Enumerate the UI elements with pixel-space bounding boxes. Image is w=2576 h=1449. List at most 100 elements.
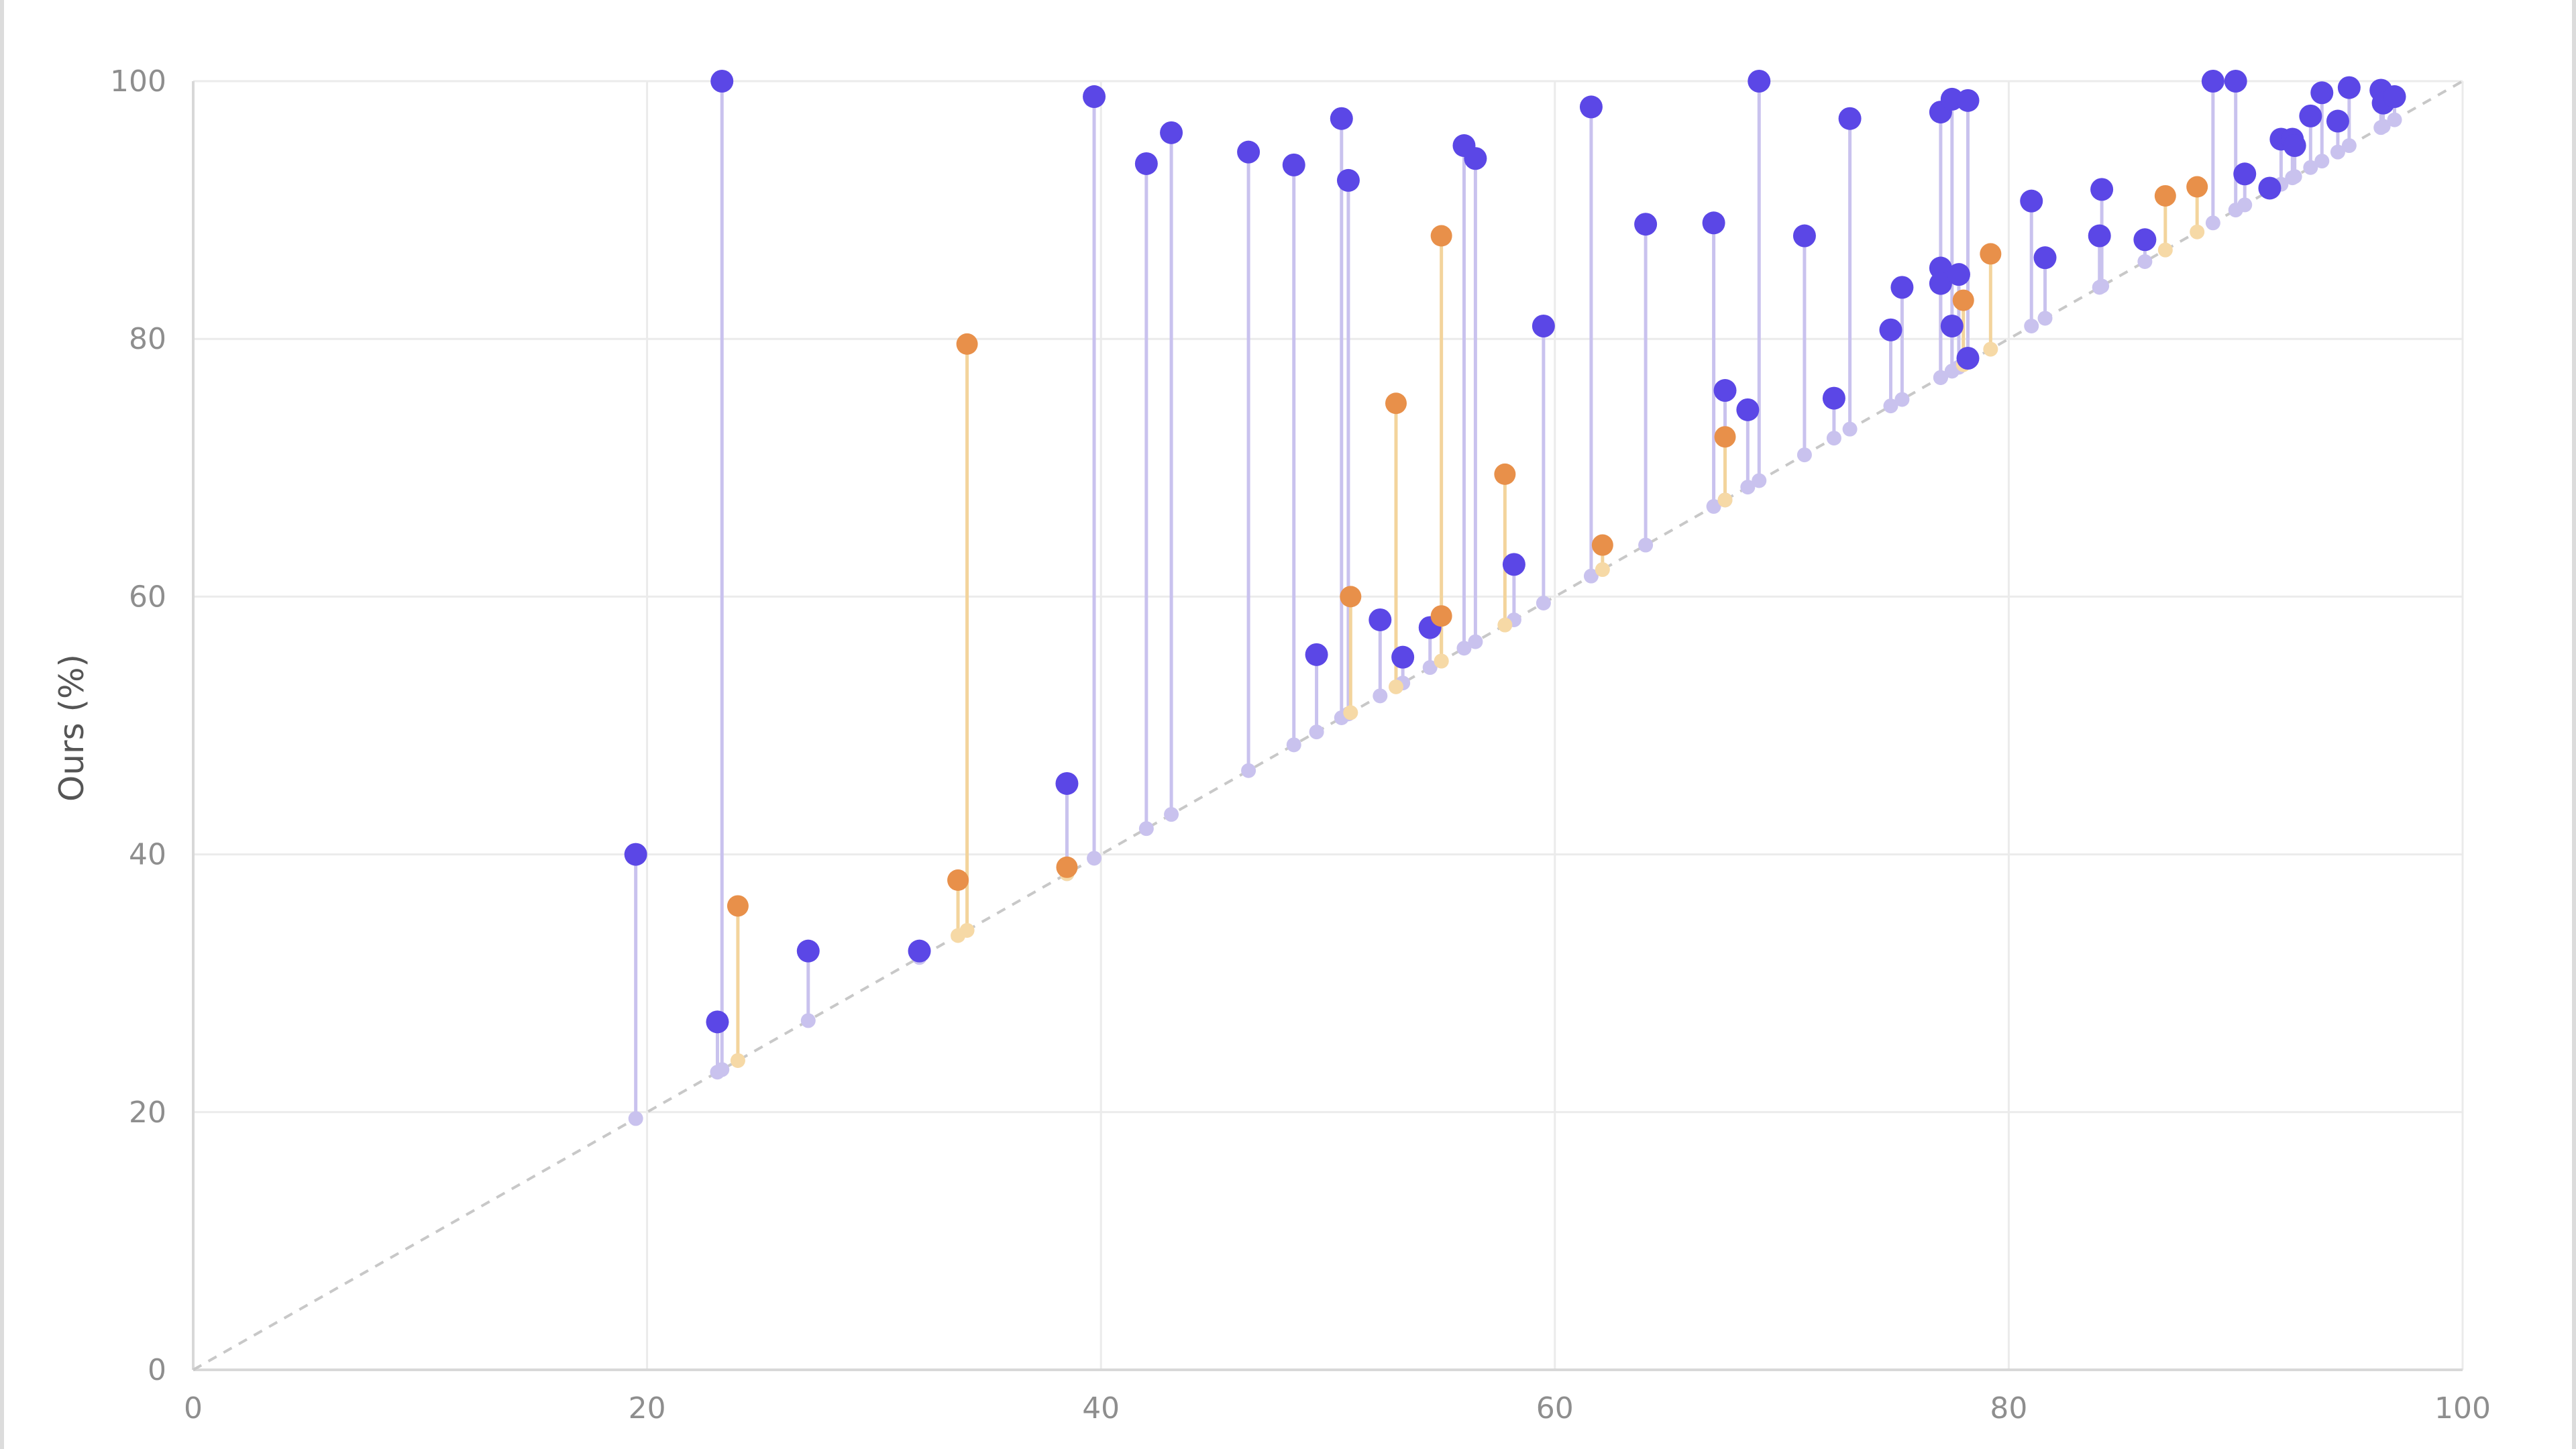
blue-point: [2090, 178, 2114, 201]
blue-point: [706, 1010, 729, 1034]
x-tick-label: 40: [1082, 1391, 1120, 1426]
blue-point: [1956, 347, 1980, 370]
blue-point: [2233, 162, 2257, 186]
blue-base-point: [1286, 737, 1301, 753]
blue-base-point: [1422, 660, 1438, 676]
blue-point: [1713, 379, 1737, 402]
blue-base-point: [2237, 197, 2253, 213]
orange-base-point: [2157, 242, 2173, 258]
orange-base-point: [730, 1053, 745, 1068]
orange-base-point: [1595, 562, 1610, 578]
orange-point: [1340, 586, 1362, 608]
blue-point: [1055, 771, 1079, 795]
blue-base-point: [1706, 498, 1721, 514]
blue-point: [1838, 107, 1862, 130]
blue-base-point: [1456, 641, 1472, 656]
y-tick-label: 40: [129, 838, 166, 872]
blue-base-point: [2287, 169, 2302, 184]
reference-diagonal: [193, 80, 2463, 1371]
blue-point: [1336, 168, 1360, 192]
base-points: [628, 112, 2402, 1126]
blue-base-point: [1826, 431, 1841, 446]
blue-point: [1822, 386, 1845, 410]
blue-base-point: [714, 1062, 730, 1077]
x-tick-label: 20: [629, 1391, 666, 1426]
blue-base-point: [1740, 480, 1756, 495]
blue-base-point: [2387, 112, 2402, 127]
blue-base-point: [2375, 119, 2391, 134]
blue-base-point: [1796, 447, 1812, 463]
blue-base-point: [1583, 568, 1599, 584]
orange-point: [1430, 605, 1452, 627]
scatter-chart: 0 20 40 60 80 100 0 20 40 60 80 100 Ours (%): [52, 64, 2491, 1426]
blue-point: [1940, 314, 1964, 337]
blue-point: [1579, 95, 1603, 119]
blue-base-point: [1468, 634, 1483, 649]
y-axis-label: Ours (%): [52, 654, 91, 802]
blue-point: [1532, 314, 1555, 337]
orange-point: [2186, 176, 2208, 198]
x-tick-labels: 0 20 40 60 80 100: [184, 1391, 2491, 1426]
orange-point: [1494, 463, 1516, 485]
x-tick-label: 60: [1536, 1391, 1574, 1426]
x-tick-label: 0: [184, 1391, 203, 1426]
orange-base-point: [1388, 679, 1403, 694]
blue-point: [710, 70, 734, 93]
orange-point: [956, 333, 978, 355]
blue-base-point: [1883, 398, 1898, 414]
blue-base-point: [2205, 215, 2220, 231]
blue-point: [1502, 553, 1525, 576]
orange-base-point: [959, 922, 975, 938]
y-tick-label: 100: [110, 64, 166, 99]
orange-base-point: [1434, 653, 1449, 669]
orange-base-point: [2190, 224, 2205, 239]
blue-base-point: [1309, 724, 1324, 740]
blue-base-point: [2094, 278, 2110, 294]
orange-point: [1980, 243, 2002, 265]
blue-base-point: [628, 1111, 643, 1126]
orange-point: [1430, 225, 1452, 247]
blue-point: [1792, 224, 1816, 248]
blue-base-point: [1241, 763, 1256, 778]
blue-point: [1160, 121, 1183, 144]
orange-point: [1714, 426, 1736, 448]
orange-point: [1591, 534, 1613, 556]
blue-base-point: [2303, 160, 2318, 175]
blue-point: [2201, 70, 2224, 93]
blue-point: [1083, 85, 1106, 109]
blue-point: [2283, 134, 2306, 158]
blue-point: [1929, 272, 1952, 295]
blue-point: [2383, 85, 2406, 109]
blue-point: [1368, 608, 1392, 631]
stems: [634, 81, 2397, 1119]
blue-point: [796, 939, 820, 963]
y-tick-label: 60: [129, 580, 166, 614]
blue-point: [2337, 76, 2361, 99]
blue-base-point: [2330, 144, 2345, 160]
orange-point: [947, 869, 969, 892]
blue-point: [1282, 153, 1305, 176]
blue-base-point: [1638, 537, 1654, 553]
blue-point: [2310, 81, 2334, 105]
blue-point: [1748, 70, 1771, 93]
orange-base-point: [1983, 341, 1998, 357]
blue-point: [2326, 109, 2349, 133]
blue-point: [2088, 224, 2111, 248]
blue-base-point: [800, 1013, 816, 1028]
orange-point: [2154, 184, 2176, 207]
blue-base-point: [1536, 596, 1551, 611]
blue-point: [1702, 211, 1725, 235]
y-tick-label: 80: [129, 322, 166, 356]
orange-point: [1056, 856, 1078, 878]
blue-base-point: [1894, 392, 1910, 407]
blue-point: [1890, 276, 1914, 299]
y-tick-label: 20: [129, 1095, 166, 1130]
blue-base-point: [1087, 851, 1102, 866]
blue-base-point: [1752, 473, 1767, 488]
orange-base-point: [1497, 617, 1513, 633]
blue-base-point: [1138, 821, 1154, 837]
orange-base-point: [1717, 492, 1733, 508]
blue-base-point: [1933, 370, 1948, 385]
x-tick-label: 100: [2434, 1391, 2491, 1426]
y-tick-labels: 0 20 40 60 80 100: [110, 64, 166, 1387]
